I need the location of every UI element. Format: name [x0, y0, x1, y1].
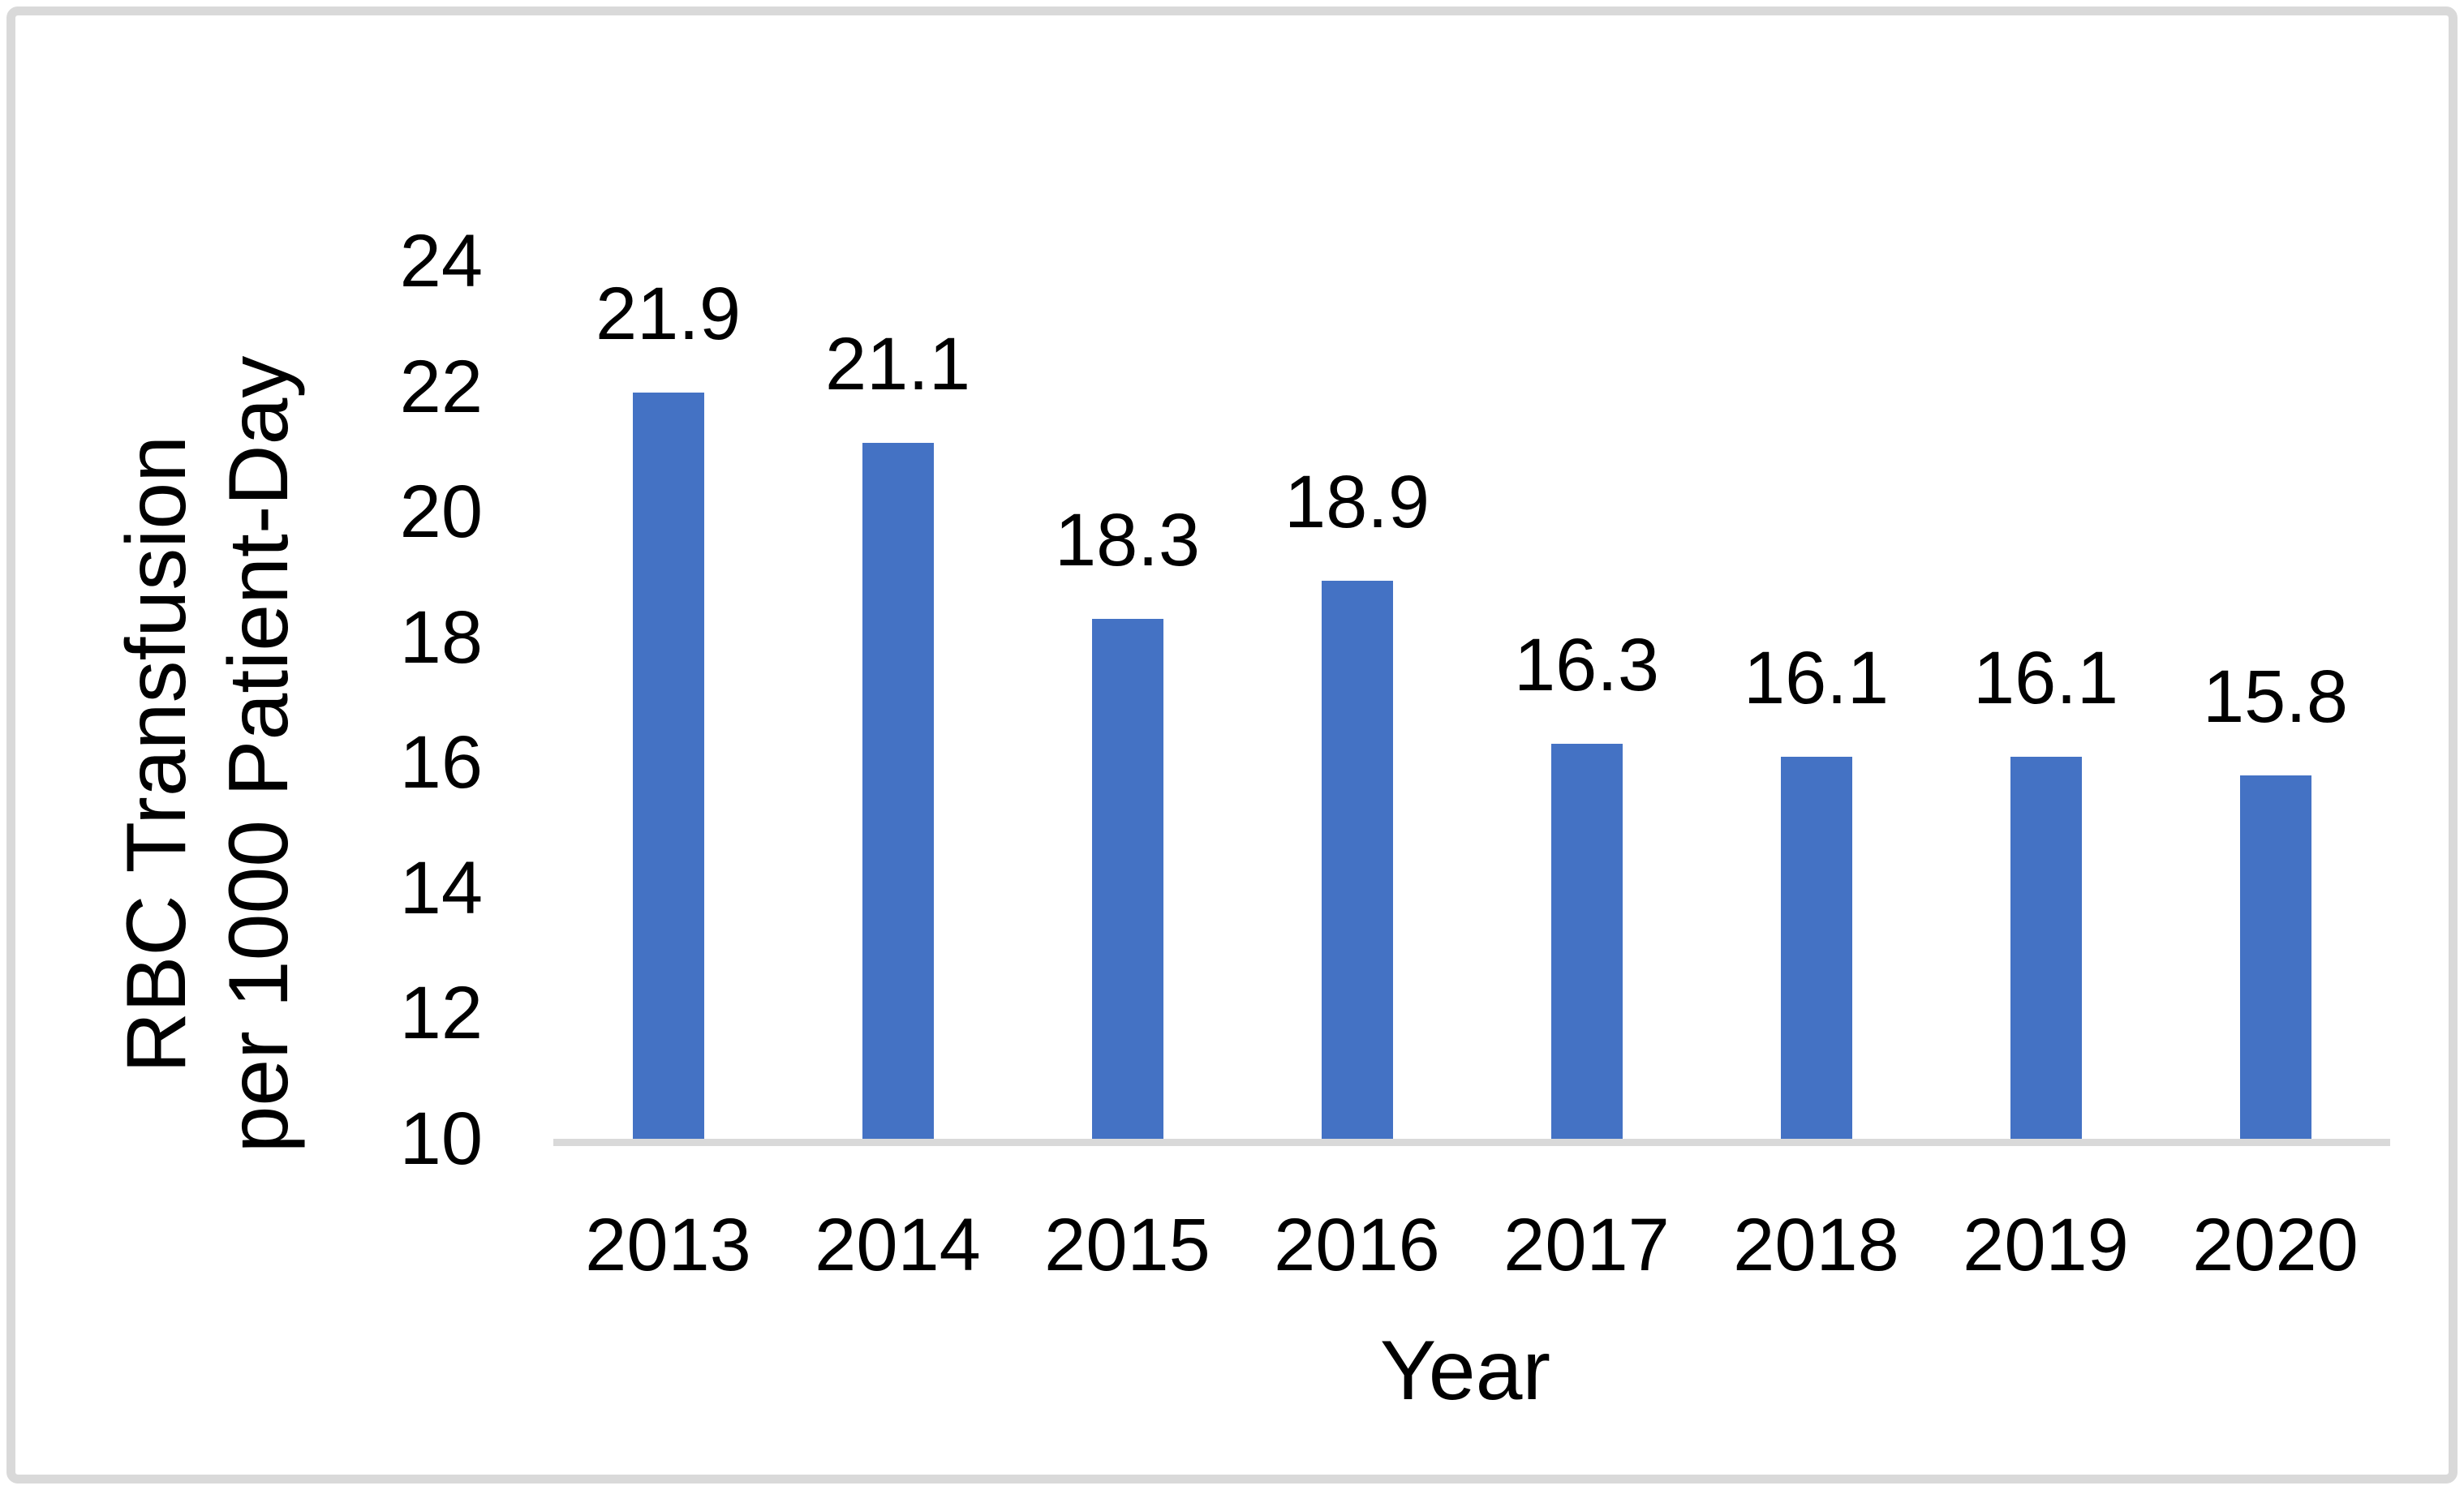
x-tick-label: 2019	[1963, 1204, 2129, 1286]
bar-value-label: 21.1	[824, 323, 971, 406]
x-tick-label: 2020	[2192, 1204, 2359, 1286]
bar	[2239, 775, 2311, 1139]
bar-value-label: 16.3	[1513, 624, 1660, 707]
x-axis-line	[553, 1139, 2390, 1146]
x-tick-label: 2013	[585, 1204, 751, 1286]
x-tick-label: 2017	[1503, 1204, 1670, 1286]
y-tick-label: 12	[399, 972, 483, 1055]
bar	[1780, 756, 1852, 1139]
y-tick-label: 22	[399, 345, 483, 428]
bar-value-label: 16.1	[1972, 636, 2119, 719]
x-axis-title: Year	[1379, 1324, 1551, 1418]
bar	[1550, 744, 1623, 1139]
bar-value-label: 15.8	[2202, 655, 2349, 738]
bar	[2010, 756, 2082, 1139]
y-tick-label: 24	[399, 220, 483, 303]
x-tick-label: 2016	[1274, 1204, 1440, 1286]
bar	[632, 393, 704, 1139]
figure-border	[6, 6, 2458, 1484]
bar	[1091, 618, 1163, 1139]
bar-value-label: 16.1	[1743, 636, 1890, 719]
bar-value-label: 21.9	[595, 273, 742, 356]
bar-value-label: 18.9	[1284, 461, 1430, 544]
x-tick-label: 2015	[1044, 1204, 1210, 1286]
bar	[1321, 581, 1393, 1139]
y-tick-label: 16	[399, 721, 483, 805]
y-axis-title-line1: RBC Transfusion	[110, 435, 204, 1074]
y-tick-label: 10	[399, 1097, 483, 1180]
bar-value-label: 18.3	[1054, 498, 1201, 582]
y-tick-label: 20	[399, 470, 483, 554]
x-tick-label: 2018	[1733, 1204, 1899, 1286]
y-tick-label: 14	[399, 846, 483, 930]
y-tick-label: 18	[399, 595, 483, 679]
bar	[862, 443, 934, 1139]
x-tick-label: 2014	[815, 1204, 981, 1286]
